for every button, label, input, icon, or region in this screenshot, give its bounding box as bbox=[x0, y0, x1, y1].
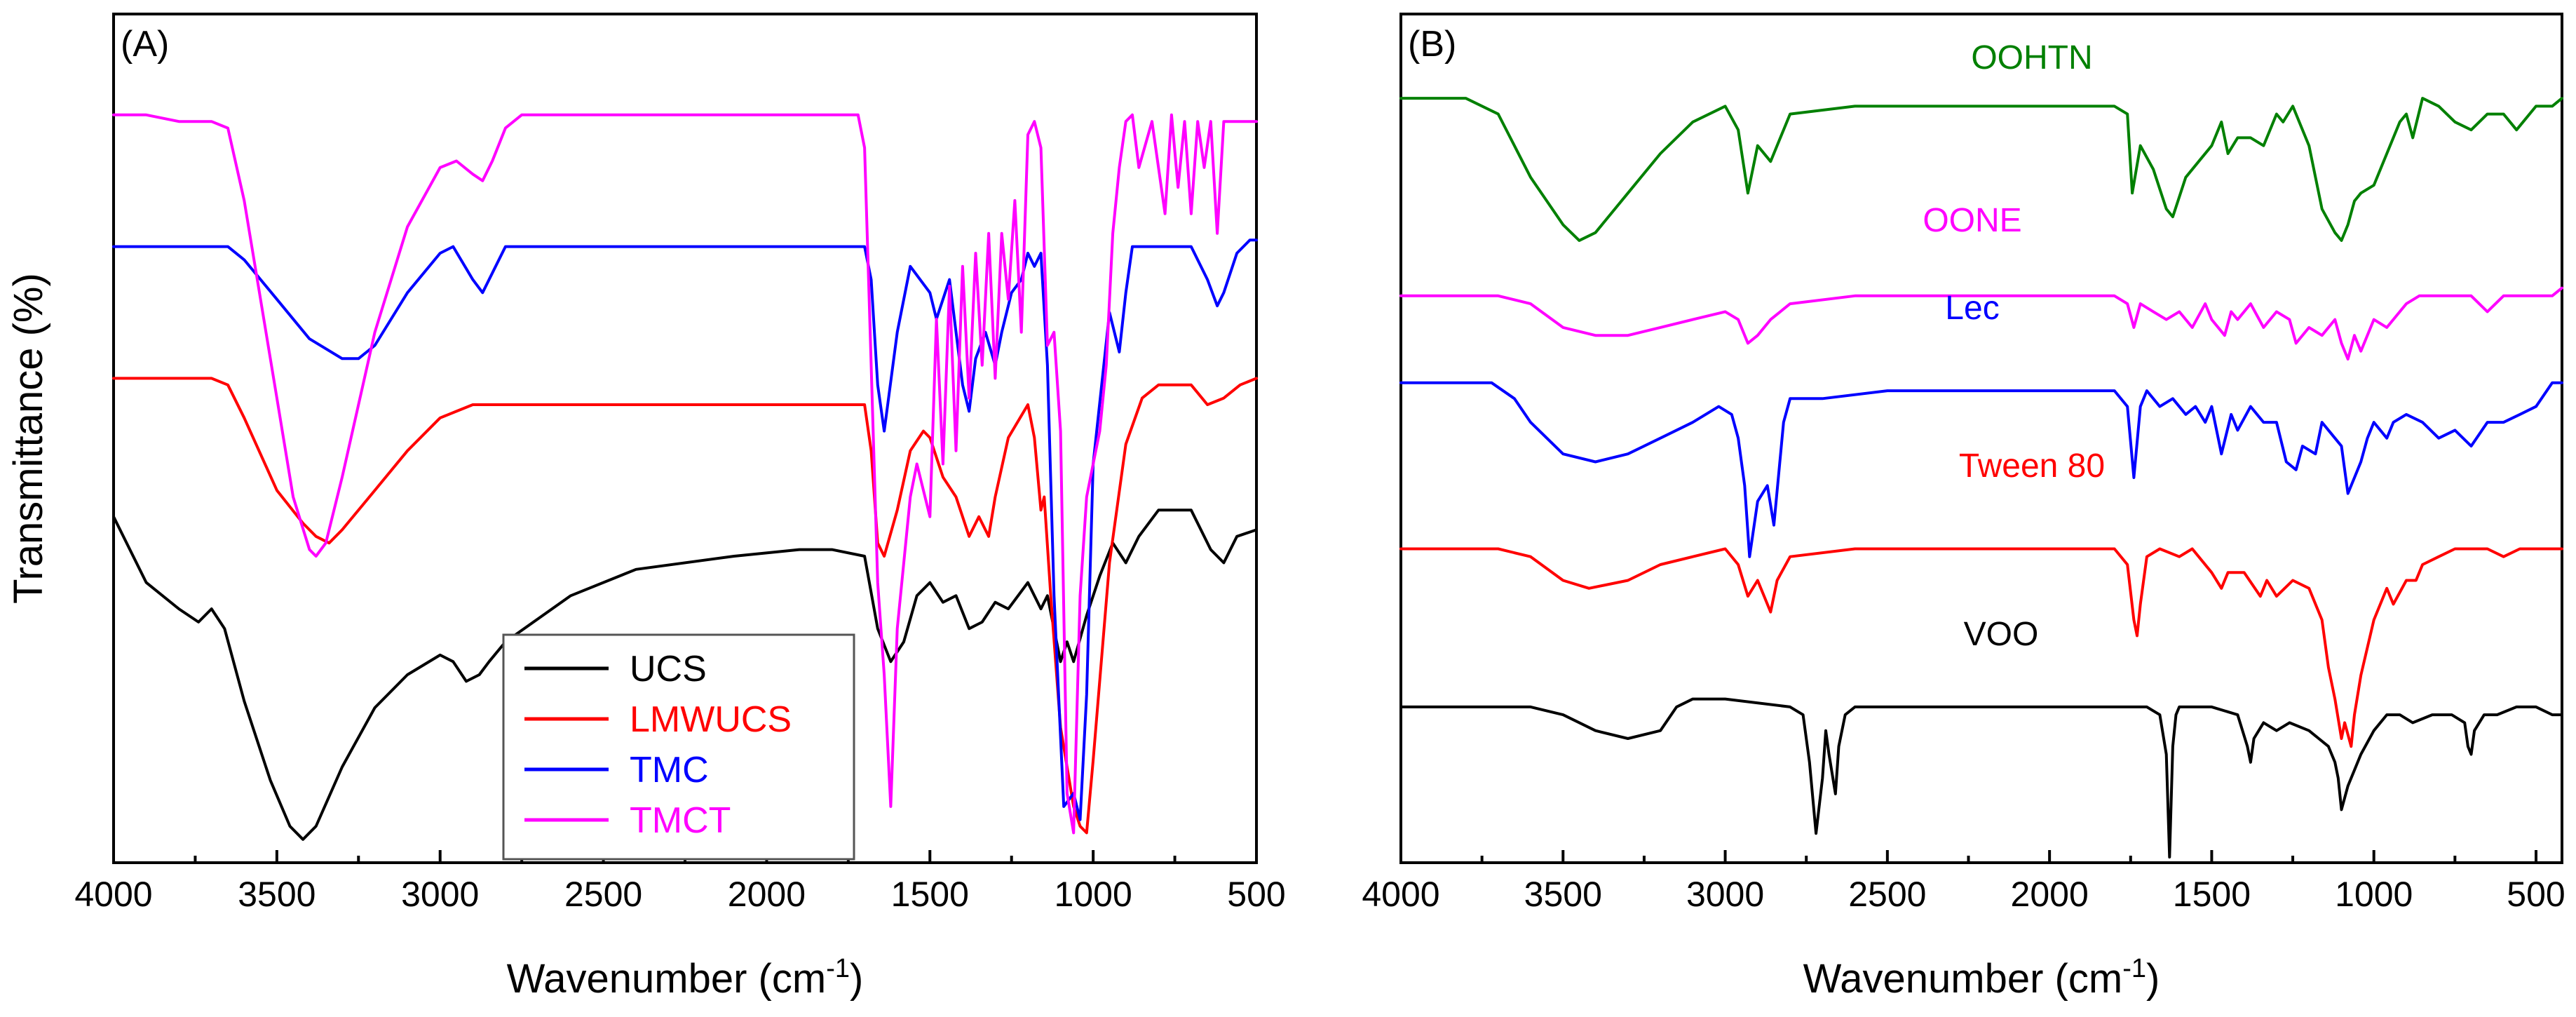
x-tick-label: 2500 bbox=[1848, 875, 1926, 914]
x-tick-label: 2000 bbox=[728, 875, 806, 914]
panel-a-x-axis-label: Wavenumber (cm-1) bbox=[507, 954, 864, 1002]
x-axis-label-text: Wavenumber (cm bbox=[1803, 956, 2123, 1002]
panel-a-series bbox=[112, 113, 1258, 841]
panel-b-series bbox=[1399, 97, 2563, 858]
panel-a-y-axis-label: Transmittance (%) bbox=[6, 273, 51, 604]
series-label-oone: OONE bbox=[1923, 202, 2021, 239]
x-tick-label: 1000 bbox=[1055, 875, 1132, 914]
series-line-lec bbox=[1399, 381, 2563, 558]
x-axis-label-superscript: -1 bbox=[826, 954, 850, 983]
x-tick-label: 1500 bbox=[891, 875, 969, 914]
series-label-voo: VOO bbox=[1964, 616, 2039, 653]
x-axis-label-end: ) bbox=[850, 956, 863, 1002]
x-axis-label-superscript: -1 bbox=[2122, 954, 2146, 983]
panel-b: (B) 4000 3500 3000 2500 2000 1500 1000 500 Wave… bbox=[1362, 13, 2565, 1002]
series-line-ucs bbox=[112, 508, 1258, 841]
x-tick-label: 2000 bbox=[2011, 875, 2089, 914]
x-axis-label-text: Wavenumber (cm bbox=[507, 956, 827, 1002]
x-tick-label: 3000 bbox=[1686, 875, 1764, 914]
panel-a-legend: UCS LMWUCS TMC TMCT bbox=[502, 633, 855, 861]
legend-label-tmc: TMC bbox=[630, 750, 709, 790]
x-tick-label: 2500 bbox=[564, 875, 642, 914]
x-axis-label-end: ) bbox=[2146, 956, 2160, 1002]
panel-a-label: (A) bbox=[121, 24, 169, 65]
series-line-lmwucs bbox=[112, 377, 1258, 835]
x-tick-label: 3500 bbox=[1524, 875, 1602, 914]
panel-a: (A) 4000 3500 3000 2500 2000 1500 1000 500 Tran… bbox=[6, 13, 1286, 1002]
series-label-lec: Lec bbox=[1945, 290, 1999, 327]
series-label-tween-80: Tween 80 bbox=[1959, 447, 2105, 485]
panel-a-x-ticks: 4000 3500 3000 2500 2000 1500 1000 500 bbox=[74, 850, 1286, 914]
series-line-oohtn bbox=[1399, 97, 2563, 242]
panel-b-label: (B) bbox=[1408, 24, 1456, 65]
x-tick-label: 4000 bbox=[74, 875, 152, 914]
series-line-oone bbox=[1399, 286, 2563, 361]
x-tick-label: 3500 bbox=[238, 875, 316, 914]
legend-box bbox=[502, 633, 855, 861]
legend-label-tmct: TMCT bbox=[630, 800, 731, 841]
series-line-tmct bbox=[112, 113, 1258, 835]
x-tick-label: 3000 bbox=[401, 875, 479, 914]
panel-b-frame bbox=[1399, 13, 2563, 864]
x-tick-label: 4000 bbox=[1362, 875, 1439, 914]
panel-b-x-axis-label: Wavenumber (cm-1) bbox=[1803, 954, 2160, 1002]
series-label-oohtn: OOHTN bbox=[1971, 39, 2092, 76]
series-line-tween-80 bbox=[1399, 547, 2563, 748]
x-tick-label: 500 bbox=[1227, 875, 1285, 914]
x-tick-label: 1000 bbox=[2335, 875, 2413, 914]
series-line-tmc bbox=[112, 238, 1258, 821]
legend-label-ucs: UCS bbox=[630, 649, 707, 689]
x-tick-label: 500 bbox=[2507, 875, 2565, 914]
series-line-voo bbox=[1399, 697, 2563, 858]
x-tick-label: 1500 bbox=[2173, 875, 2251, 914]
panel-b-x-ticks: 4000 3500 3000 2500 2000 1500 1000 500 bbox=[1362, 850, 2565, 914]
legend-label-lmwucs: LMWUCS bbox=[630, 699, 792, 740]
